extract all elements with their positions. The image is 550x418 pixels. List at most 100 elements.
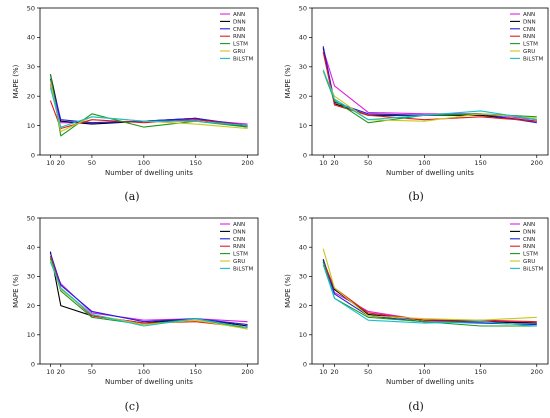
x-axis-title: Number of dwelling units: [105, 378, 193, 386]
series-line-lstm: [322, 261, 537, 327]
panel-caption: (b): [408, 190, 424, 203]
legend-label-lstm: LSTM: [233, 42, 248, 48]
series-line-cnn: [49, 78, 248, 127]
legend-label-cnn: CNN: [233, 27, 245, 33]
x-tick-label: 150: [474, 159, 486, 167]
panel-caption: (c): [125, 400, 140, 413]
x-tick-label: 150: [474, 368, 486, 376]
legend-label-gru: GRU: [523, 49, 535, 55]
y-tick-label: 30: [27, 63, 35, 71]
y-tick-label: 20: [27, 302, 35, 310]
y-tick-label: 0: [303, 360, 307, 368]
series-line-dnn: [49, 251, 248, 327]
series-line-cnn: [49, 252, 248, 326]
series-line-lstm: [49, 74, 248, 137]
y-tick-label: 50: [27, 214, 35, 222]
y-tick-label: 10: [299, 331, 307, 339]
series-line-ann: [322, 260, 537, 324]
x-tick-label: 100: [418, 159, 430, 167]
y-tick-label: 10: [27, 122, 35, 130]
series-line-gru: [49, 260, 248, 330]
y-axis-title: MAPE (%): [284, 64, 292, 98]
legend-label-bilstm: BiLSTM: [523, 56, 543, 62]
legend-label-bilstm: BiLSTM: [233, 56, 253, 62]
series-line-rnn: [49, 100, 248, 130]
plot-frame: [39, 7, 259, 156]
series-line-cnn: [322, 258, 537, 326]
legend-label-lstm: LSTM: [523, 42, 538, 48]
legend-label-dnn: DNN: [233, 19, 246, 25]
series-line-ann: [49, 84, 248, 125]
y-tick-label: 20: [299, 93, 307, 101]
x-tick-label: 10: [46, 159, 54, 167]
x-tick-label: 20: [57, 159, 65, 167]
x-tick-label: 10: [46, 368, 54, 376]
y-tick-label: 0: [31, 360, 35, 368]
x-axis-title: Number of dwelling units: [386, 169, 474, 177]
x-tick-label: 200: [241, 159, 253, 167]
x-tick-label: 20: [330, 159, 338, 167]
legend-label-dnn: DNN: [523, 19, 536, 25]
y-tick-label: 30: [299, 273, 307, 281]
legend-label-gru: GRU: [233, 49, 245, 55]
y-tick-label: 40: [299, 34, 307, 42]
y-axis-title: MAPE (%): [284, 274, 292, 308]
plot-frame: [311, 217, 549, 365]
y-tick-label: 40: [27, 244, 35, 252]
x-tick-label: 150: [190, 159, 202, 167]
x-axis-title: Number of dwelling units: [105, 169, 193, 177]
y-tick-label: 50: [27, 4, 35, 12]
y-tick-label: 30: [299, 63, 307, 71]
legend-label-rnn: RNN: [233, 244, 245, 250]
series-line-lstm: [49, 257, 248, 330]
panel-caption: (a): [124, 190, 139, 203]
series-line-dnn: [49, 73, 248, 128]
y-tick-label: 20: [27, 93, 35, 101]
series-line-bilstm: [322, 264, 537, 327]
plot-frame: [311, 7, 549, 156]
x-axis-title: Number of dwelling units: [386, 378, 474, 386]
x-tick-label: 100: [418, 368, 430, 376]
legend-label-dnn: DNN: [523, 229, 536, 235]
panel-caption: (d): [408, 400, 424, 413]
x-tick-label: 10: [319, 159, 327, 167]
plot-frame: [39, 217, 259, 365]
series-line-dnn: [322, 260, 537, 324]
legend-label-rnn: RNN: [523, 244, 535, 250]
legend-label-dnn: DNN: [233, 229, 246, 235]
series-line-bilstm: [49, 261, 248, 329]
x-tick-label: 10: [319, 368, 327, 376]
y-axis-title: MAPE (%): [12, 274, 20, 308]
x-tick-label: 200: [531, 159, 543, 167]
y-tick-label: 40: [27, 34, 35, 42]
legend-label-bilstm: BiLSTM: [233, 266, 253, 272]
legend-label-ann: ANN: [233, 222, 245, 228]
x-tick-label: 20: [330, 368, 338, 376]
x-tick-label: 50: [364, 368, 372, 376]
y-tick-label: 50: [299, 214, 307, 222]
y-tick-label: 20: [299, 302, 307, 310]
y-axis-title: MAPE (%): [12, 64, 20, 98]
x-tick-label: 200: [531, 368, 543, 376]
legend-label-bilstm: BiLSTM: [523, 266, 543, 272]
x-tick-label: 50: [88, 159, 96, 167]
y-tick-label: 10: [27, 331, 35, 339]
x-tick-label: 150: [190, 368, 202, 376]
legend-label-rnn: RNN: [233, 34, 245, 40]
x-tick-label: 20: [57, 368, 65, 376]
legend-label-rnn: RNN: [523, 34, 535, 40]
series-line-rnn: [322, 261, 537, 323]
legend-label-cnn: CNN: [523, 27, 535, 33]
x-tick-label: 50: [88, 368, 96, 376]
series-line-bilstm: [322, 69, 537, 121]
y-tick-label: 10: [299, 122, 307, 130]
y-tick-label: 0: [31, 151, 35, 159]
